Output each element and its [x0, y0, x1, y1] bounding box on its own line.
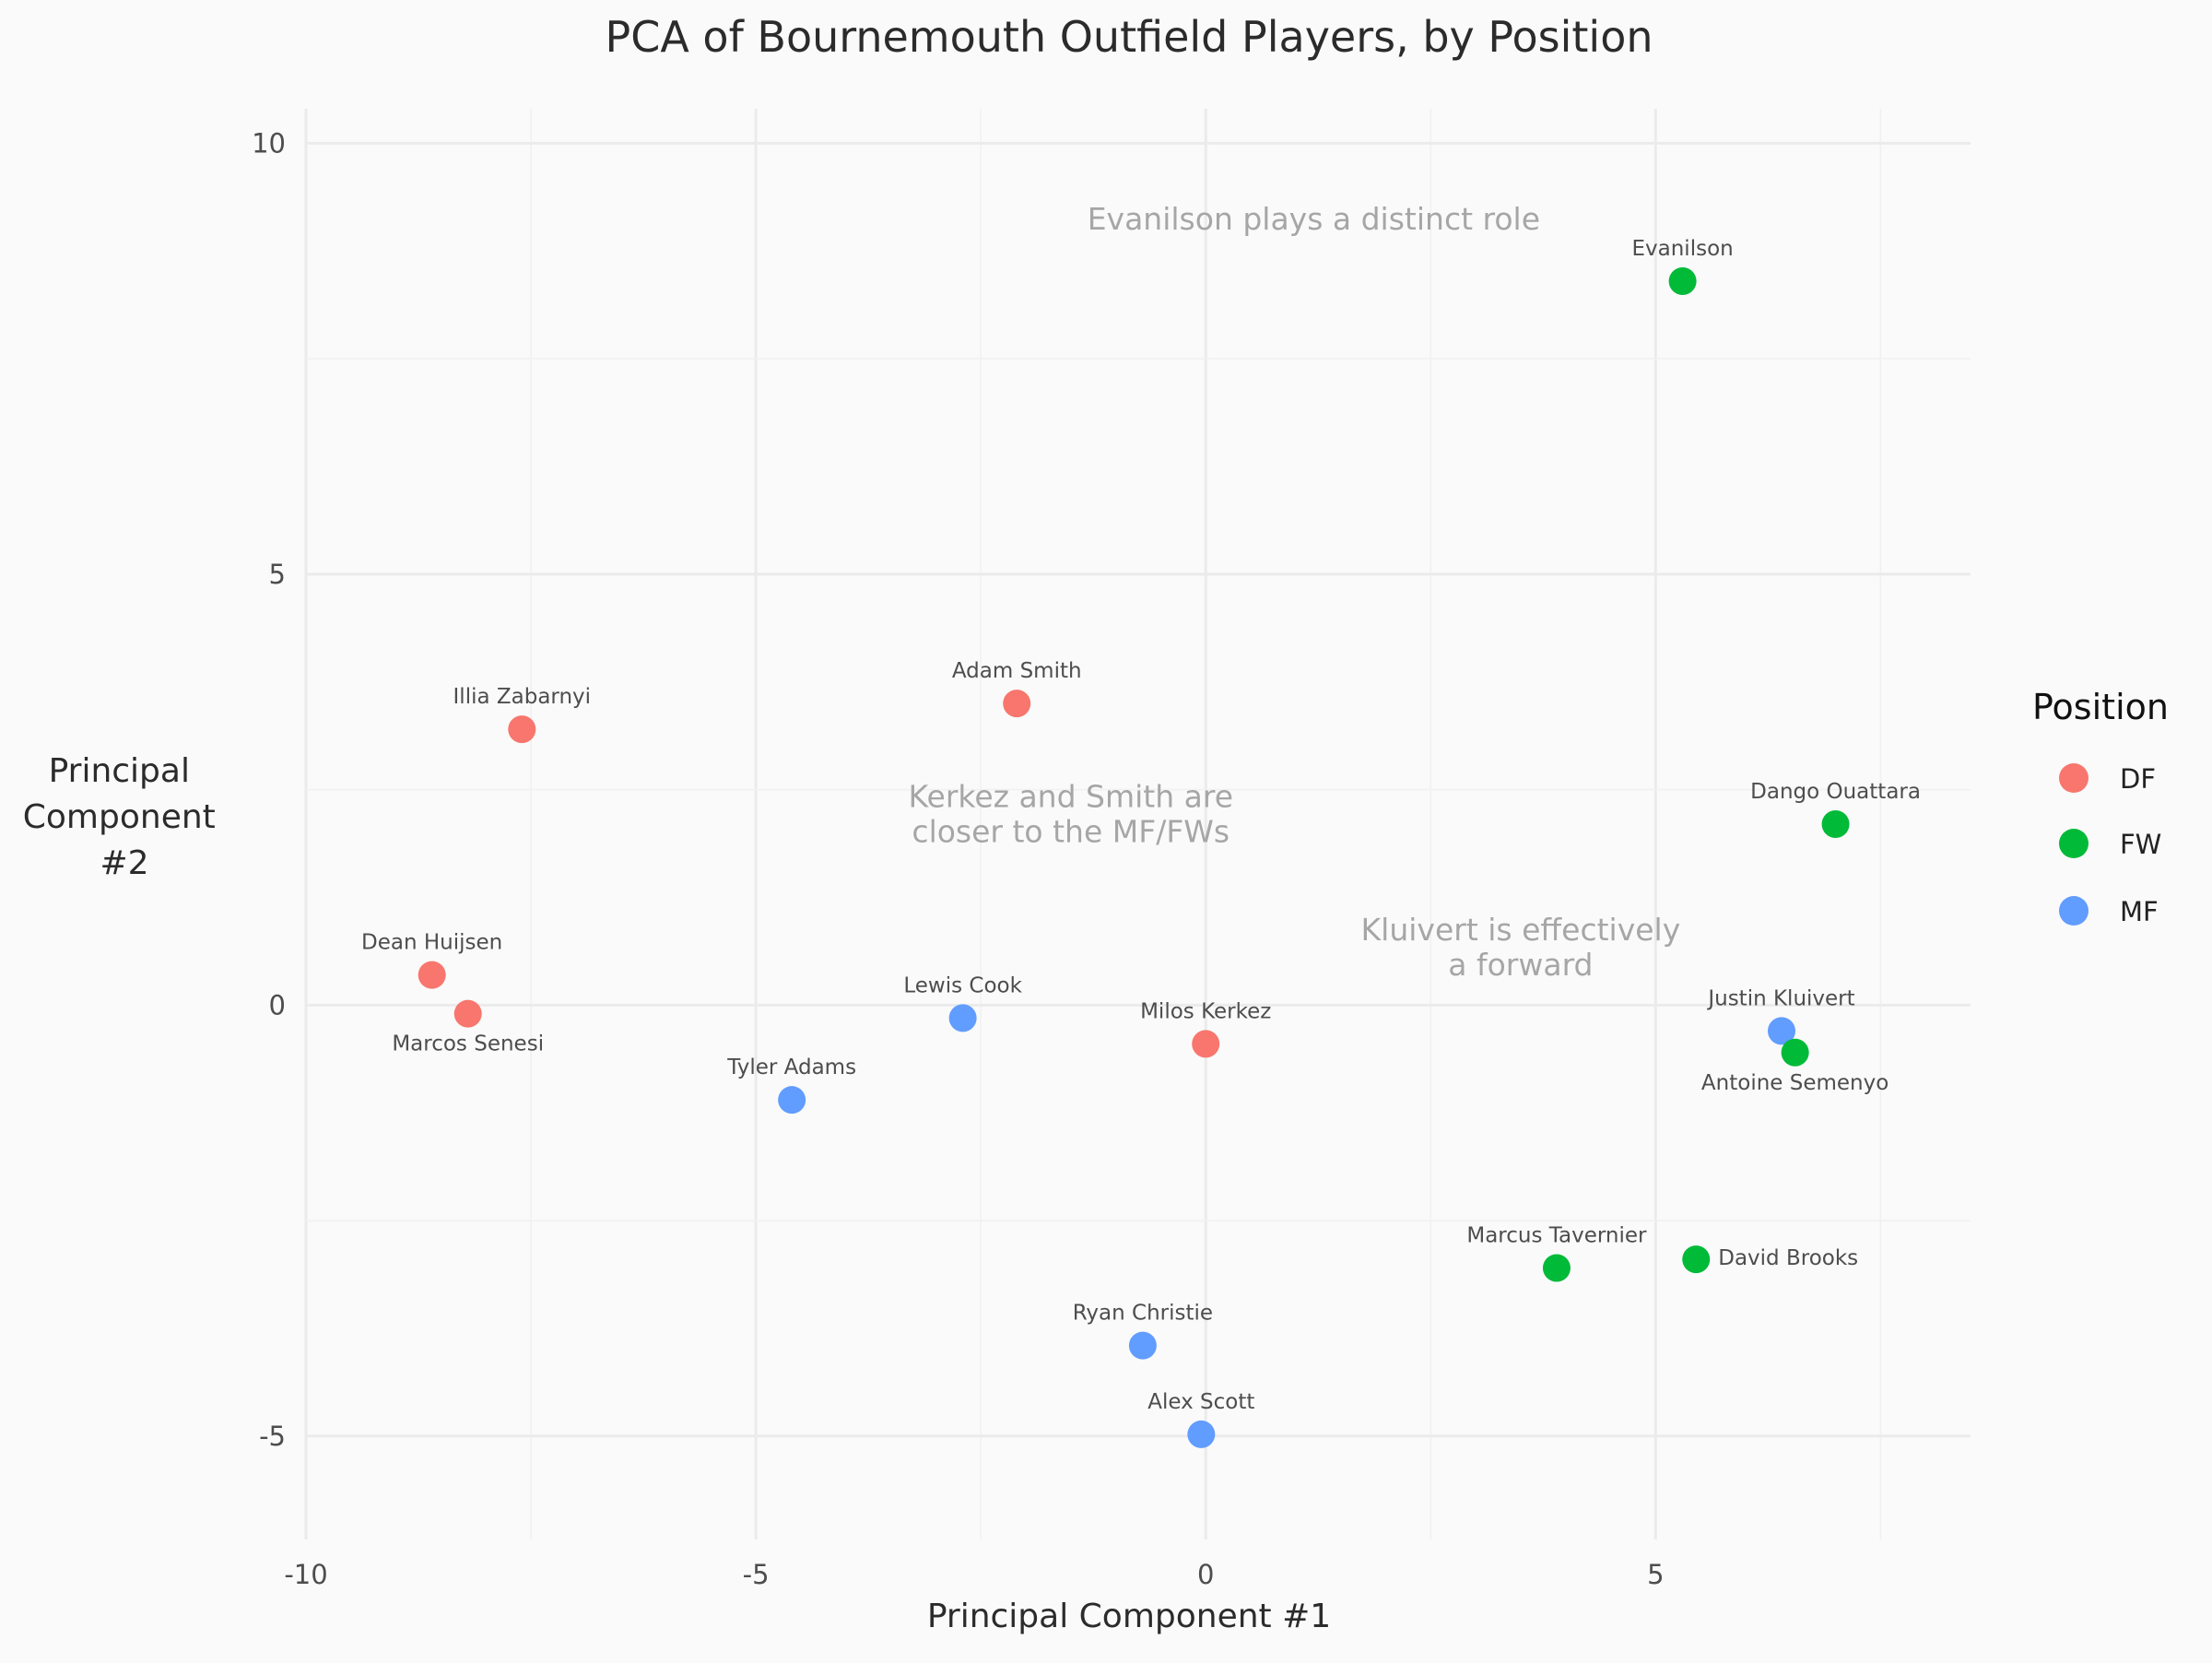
point-label: Ryan Christie [1073, 1302, 1213, 1326]
legend-title: Position [2032, 687, 2169, 727]
annotation-line: a forward [1448, 947, 1593, 983]
data-point [1668, 266, 1697, 295]
y-tick-label: 10 [252, 127, 286, 159]
point-label: Alex Scott [1147, 1390, 1254, 1414]
data-point [453, 999, 482, 1028]
data-point [1003, 690, 1031, 718]
data-point [948, 1004, 977, 1032]
annotation-line: Evanilson plays a distinct role [1088, 201, 1540, 237]
y-axis-title-line-1: Principal [49, 752, 190, 790]
y-axis-title: Principal Component #2 [23, 752, 226, 882]
point-label: Illia Zabarnyi [453, 685, 592, 709]
point-label: David Brooks [1718, 1246, 1858, 1270]
y-tick-label: 0 [269, 989, 286, 1020]
annotation-line: Kerkez and Smith are [909, 778, 1233, 814]
data-point [778, 1086, 806, 1115]
annotation-line: closer to the MF/FWs [912, 813, 1230, 849]
annotation-line: Kluivert is effectively [1361, 912, 1681, 948]
legend-key-mf [2059, 896, 2088, 926]
point-label: Lewis Cook [903, 973, 1022, 997]
legend-label-df: DF [2120, 763, 2156, 795]
legend: Position DF FW MF [2032, 687, 2169, 927]
point-label: Dean Huijsen [361, 931, 502, 955]
label-layer: Evanilson Adam Smith Illia Zabarnyi Dango O… [361, 237, 1921, 1414]
legend-label-mf: MF [2120, 896, 2159, 927]
annotation-text: Kerkez and Smith are closer to the MF/FWs [909, 778, 1233, 849]
grid-layer [304, 109, 1971, 1539]
point-label: Tyler Adams [726, 1056, 856, 1079]
point-layer [418, 266, 1850, 1448]
data-point [1682, 1245, 1711, 1274]
data-point [418, 961, 446, 989]
point-label: Marcos Senesi [392, 1032, 544, 1056]
x-tick-label: 0 [1197, 1559, 1214, 1590]
legend-key-df [2059, 763, 2088, 793]
point-label: Antoine Semenyo [1701, 1071, 1888, 1095]
point-label: Evanilson [1631, 237, 1733, 261]
point-label: Adam Smith [952, 659, 1082, 683]
point-label: Justin Kluivert [1706, 986, 1854, 1010]
annotation-text: Kluivert is effectively a forward [1361, 912, 1681, 983]
point-label: Dango Ouattara [1750, 780, 1921, 804]
data-point [1128, 1331, 1157, 1360]
point-label: Milos Kerkez [1140, 999, 1271, 1023]
legend-key-fw [2059, 829, 2088, 858]
y-axis-title-line-3: #2 [100, 844, 148, 882]
point-label: Marcus Tavernier [1466, 1223, 1647, 1247]
annotation-layer: Evanilson plays a distinct role Kerkez an… [909, 201, 1681, 983]
y-tick-label: -5 [259, 1421, 286, 1452]
x-tick-label: -5 [743, 1559, 770, 1590]
data-point [1192, 1030, 1220, 1058]
y-tick-label: 5 [269, 559, 286, 590]
x-tick-label: 5 [1647, 1559, 1664, 1590]
data-point [1767, 1017, 1795, 1045]
data-point [1542, 1254, 1571, 1282]
y-axis-title-line-2: Component [23, 798, 216, 836]
data-point [1781, 1038, 1809, 1067]
data-point [1821, 810, 1850, 838]
x-tick-label: -10 [284, 1559, 327, 1590]
legend-label-fw: FW [2120, 829, 2161, 860]
annotation-text: Evanilson plays a distinct role [1088, 201, 1540, 237]
data-point [1187, 1420, 1216, 1448]
x-axis-title: Principal Component #1 [927, 1598, 1331, 1635]
chart-title: PCA of Bournemouth Outfield Players, by … [605, 12, 1653, 62]
axis-layer: -10 -5 0 5 -5 0 5 10 [252, 127, 1664, 1590]
data-point [508, 715, 536, 744]
